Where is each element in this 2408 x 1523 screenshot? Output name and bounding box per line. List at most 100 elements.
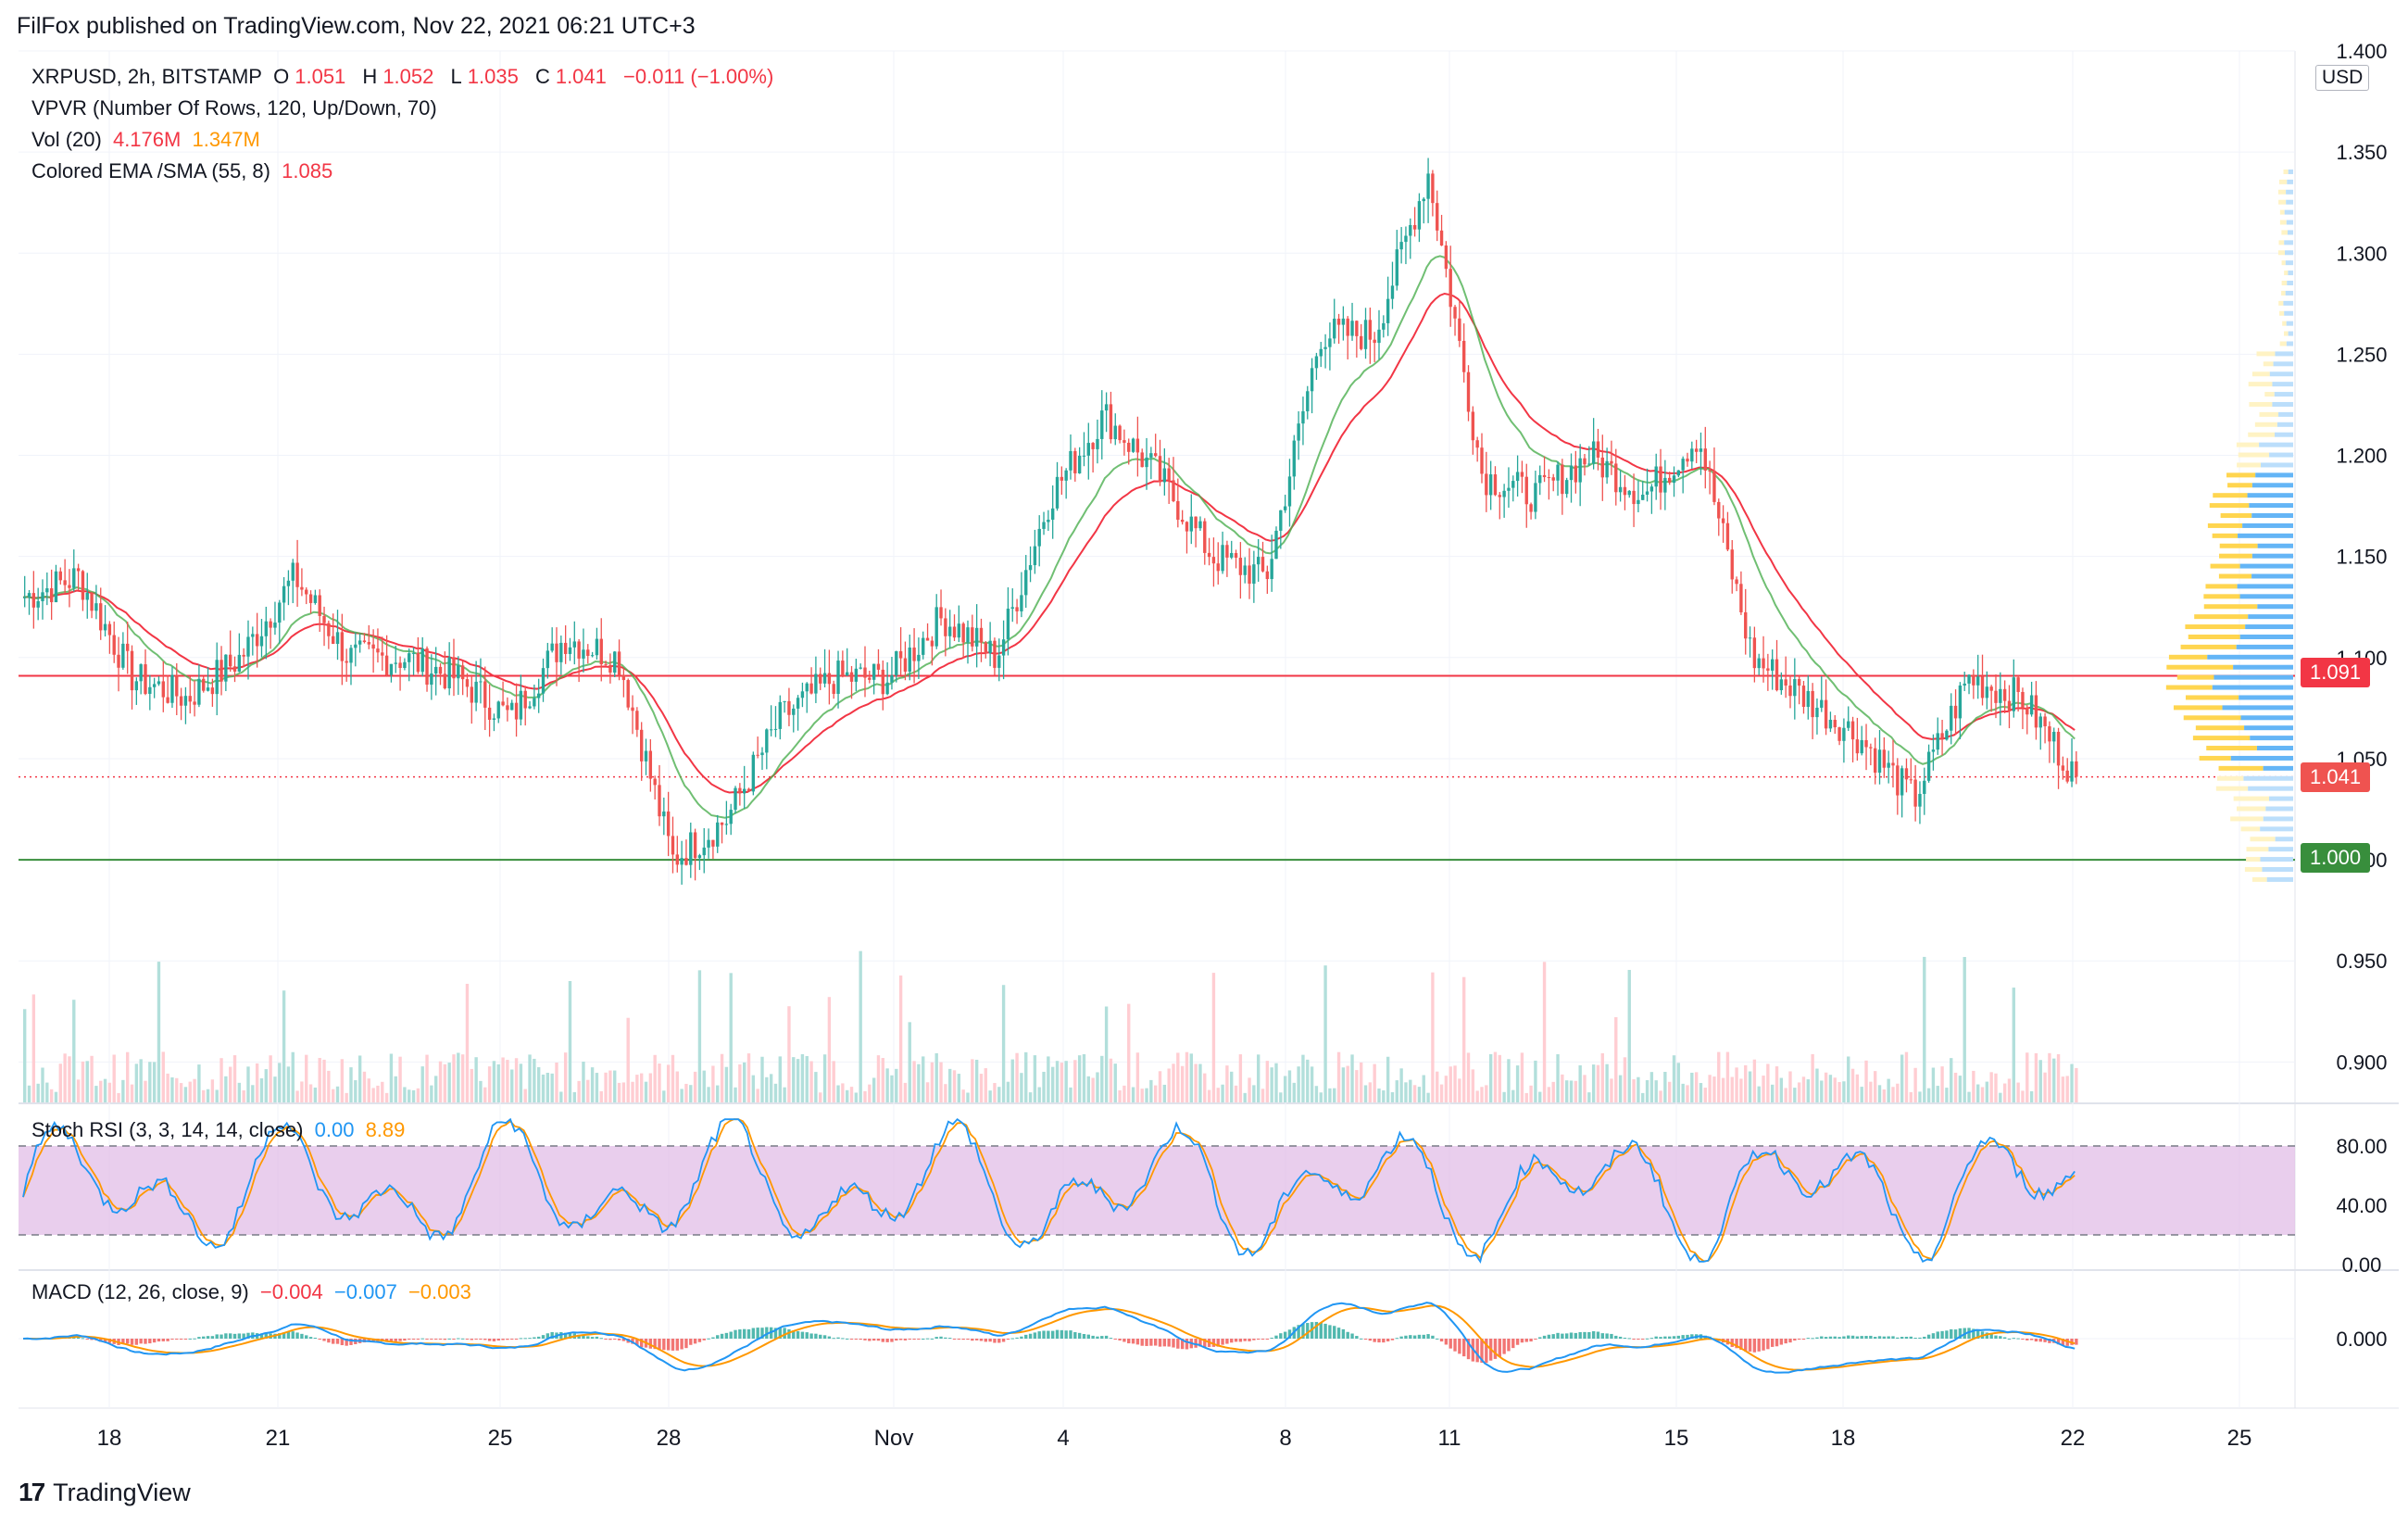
macd-histogram-bar	[1382, 1339, 1386, 1343]
macd-histogram-bar	[1842, 1336, 1846, 1339]
candle-body	[506, 705, 509, 711]
macd-histogram-bar	[846, 1338, 849, 1340]
volume-bar	[1874, 1071, 1877, 1102]
candle-body	[1028, 565, 1033, 571]
candle-body	[411, 652, 416, 654]
volume-bar	[971, 1059, 974, 1102]
candle-body	[514, 702, 519, 720]
macd-histogram-bar	[760, 1328, 764, 1339]
macd-histogram-bar	[1449, 1339, 1452, 1349]
vpvr-down-bar	[2226, 472, 2256, 478]
macd-histogram-bar	[1605, 1333, 1609, 1339]
macd-histogram-bar	[1283, 1331, 1287, 1339]
volume-bar	[1386, 1056, 1390, 1102]
macd-histogram-bar	[85, 1339, 89, 1340]
volume-bar	[1909, 1091, 1913, 1102]
candle-body	[1847, 721, 1850, 728]
volume-bar	[1439, 1084, 1444, 1102]
vpvr-down-bar	[2259, 411, 2279, 417]
candle-body	[966, 627, 970, 643]
candle-body	[291, 562, 295, 581]
macd-histogram-bar	[496, 1339, 500, 1341]
currency-badge[interactable]: USD	[2315, 65, 2370, 91]
volume-bar	[107, 1082, 112, 1102]
volume-bar	[1989, 1072, 1993, 1102]
volume-bar	[434, 1076, 438, 1102]
macd-histogram-bar	[1444, 1339, 1449, 1345]
candle-body	[559, 642, 563, 662]
macd-histogram-bar	[1149, 1339, 1153, 1346]
volume-bar	[2012, 988, 2015, 1102]
candle-body	[1333, 318, 1336, 339]
macd-histogram-bar	[689, 1339, 693, 1345]
macd-histogram-bar	[1502, 1339, 1506, 1354]
macd-histogram-bar	[1360, 1338, 1363, 1340]
volume-bar	[925, 1082, 930, 1102]
y-tick-label: 1.150	[2336, 546, 2387, 569]
candle-body	[922, 637, 925, 655]
vpvr-up-bar	[2286, 321, 2293, 326]
candle-body	[974, 627, 979, 647]
macd-histogram-bar	[1047, 1330, 1050, 1339]
volume-bar	[1967, 1091, 1971, 1102]
macd-histogram-bar	[1453, 1339, 1457, 1352]
volume-bar	[54, 1091, 58, 1102]
volume-bar	[430, 1085, 433, 1102]
macd-histogram-bar	[765, 1327, 769, 1339]
candle-body	[1225, 545, 1229, 558]
candle-body	[1833, 719, 1837, 728]
volume-bar	[273, 1076, 277, 1102]
candle-body	[961, 623, 965, 643]
candle-body	[2043, 716, 2047, 727]
macd-histogram-bar	[1480, 1339, 1484, 1363]
macd-histogram-bar	[1221, 1339, 1224, 1345]
vpvr-up-bar	[2284, 240, 2293, 245]
volume-bar	[1162, 1084, 1167, 1102]
candle-body	[1900, 768, 1904, 796]
candle-body	[1931, 749, 1936, 752]
vpvr-up-bar	[2272, 382, 2293, 387]
volume-bar	[457, 1052, 460, 1102]
candle-body	[1047, 519, 1050, 522]
candle-body	[984, 642, 987, 654]
volume-bar	[1985, 1081, 1989, 1102]
vpvr-down-bar	[2248, 382, 2273, 387]
macd-line	[22, 1302, 2076, 1374]
candle-body	[112, 635, 116, 655]
macd-histogram-bar	[460, 1338, 465, 1340]
volume-bar	[859, 950, 862, 1102]
candle-body	[1436, 203, 1439, 231]
volume-bar	[1797, 1082, 1801, 1102]
volume-bar	[1931, 1067, 1936, 1102]
candle-body	[537, 693, 541, 699]
volume-bar	[1869, 1081, 1873, 1102]
vpvr-down-bar	[2281, 281, 2288, 286]
macd-histogram-bar	[908, 1339, 911, 1340]
volume-bar	[872, 1077, 876, 1102]
tradingview-footer: 17 TradingView	[19, 1478, 191, 1507]
volume-bar	[206, 1089, 210, 1102]
legend-volume-ma: 1.347M	[192, 128, 260, 151]
volume-bar	[1449, 1066, 1452, 1102]
macd-histogram-bar	[796, 1330, 800, 1339]
volume-bar	[1225, 1065, 1229, 1102]
volume-bar	[1037, 1087, 1041, 1102]
volume-bar	[1923, 956, 1926, 1102]
volume-bar	[778, 1056, 782, 1102]
candle-body	[1336, 318, 1341, 325]
vpvr-down-bar	[2251, 876, 2267, 882]
macd-histogram-bar	[1637, 1339, 1640, 1340]
vpvr-down-bar	[2244, 866, 2263, 872]
candle-body	[1600, 457, 1604, 478]
macd-histogram-bar	[340, 1339, 345, 1346]
candle-body	[1363, 320, 1368, 349]
candle-body	[394, 662, 397, 664]
candle-body	[1069, 450, 1072, 471]
macd-histogram-bar	[1900, 1337, 1904, 1339]
volume-bar	[765, 1076, 769, 1102]
vpvr-down-bar	[2206, 746, 2257, 751]
candle-body	[1158, 456, 1162, 483]
candle-body	[438, 666, 443, 674]
macd-histogram-bar	[229, 1333, 232, 1339]
